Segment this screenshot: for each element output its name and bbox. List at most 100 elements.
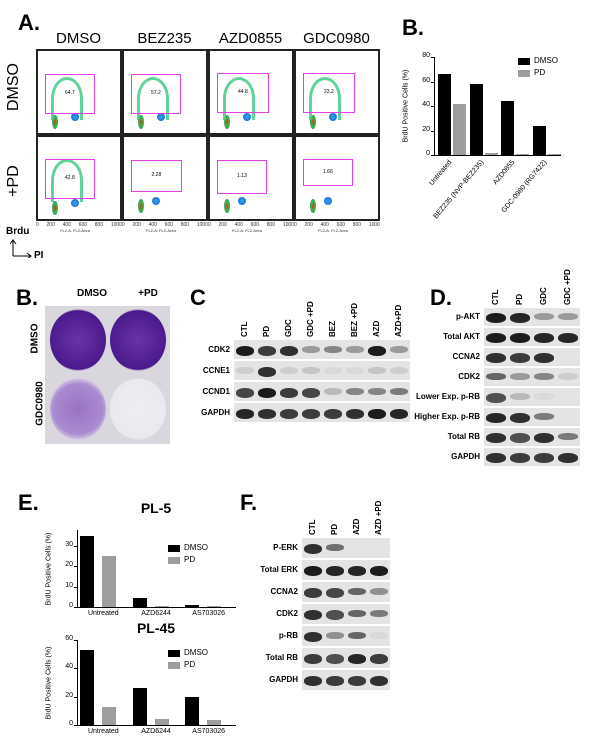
blot-strip-cdk2 — [234, 340, 410, 359]
y-tick-mark — [431, 57, 434, 58]
lane-label-pd: PD — [262, 325, 271, 337]
protein-band — [534, 413, 554, 420]
x-tick-labels: 0 200 400 600 800 1000 — [36, 222, 122, 228]
protein-band — [390, 345, 408, 353]
bar-pd-1 — [154, 606, 169, 607]
protein-band — [486, 333, 506, 343]
x-tick: 1000 — [368, 222, 380, 228]
bar-dmso-1 — [132, 688, 147, 725]
protein-band — [258, 345, 276, 356]
flow-plot-pd-bez235: 2.28 — [122, 135, 208, 221]
cell-population-g2 — [324, 197, 332, 205]
protein-band — [326, 544, 344, 551]
lane-label-gdcpd: GDC +PD — [306, 301, 315, 337]
cell-population-g1 — [224, 199, 230, 213]
y-tick-mark — [431, 106, 434, 107]
panel-c-label: C — [190, 285, 206, 310]
gate-rectangle — [217, 160, 267, 194]
legend-swatch-dmso — [168, 545, 180, 552]
cell-population-g1 — [224, 115, 230, 129]
gate-percentage: 42.8 — [65, 175, 75, 181]
protein-band — [486, 373, 506, 380]
x-tick-labels: 0 200 400 600 800 1000 — [294, 222, 380, 228]
well-gdc-dmso — [50, 378, 106, 440]
protein-band — [368, 345, 386, 356]
protein-band — [304, 676, 322, 686]
protein-band — [346, 345, 364, 353]
x-tick: 600 — [250, 222, 260, 228]
bar-chart-pl5: PL-5 BrdU Positive Cells (%) 0 10 20 30 Untrea… — [40, 500, 240, 617]
bar-dmso-2 — [185, 696, 200, 725]
blot-strip-total-akt — [484, 328, 580, 346]
panel-e-label: E. — [18, 490, 39, 515]
bar-dmso-0 — [438, 74, 451, 155]
blot-strip-p-akt — [484, 308, 580, 326]
cell-population-g1 — [52, 115, 58, 129]
protein-band — [326, 676, 344, 686]
protein-band — [326, 566, 344, 576]
y-tick-label: 60 — [422, 76, 430, 84]
protein-band — [324, 345, 342, 353]
x-tick: 200 — [46, 222, 55, 228]
plot-area — [77, 530, 236, 608]
protein-band — [534, 393, 554, 400]
blot-label-ccne1: CCNE1 — [202, 365, 230, 375]
protein-band — [302, 387, 320, 398]
protein-band — [346, 387, 364, 395]
protein-band — [390, 366, 408, 374]
blot-label-cdk2: CDK2 — [208, 344, 230, 354]
x-tick: 0 — [122, 222, 125, 228]
protein-band — [326, 632, 344, 639]
protein-band — [326, 610, 344, 620]
protein-band — [236, 408, 254, 419]
protein-band — [236, 366, 254, 374]
y-tick-mark — [74, 546, 77, 548]
y-axis-label: BrdU Positive Cells (%) — [45, 532, 53, 605]
x-tick: 600 — [164, 222, 174, 228]
blot-label-cdk2: CDK2 — [458, 372, 480, 381]
blot-strip-ccnd1 — [234, 382, 410, 401]
blot-label-total-rb: Total RB — [265, 653, 298, 662]
protein-band — [368, 387, 386, 395]
y-tick-label: 40 — [65, 663, 73, 671]
cell-population-g1 — [52, 201, 58, 215]
blot-strip-p-erk — [302, 538, 390, 558]
blot-label-p-akt: p-AKT — [456, 312, 480, 321]
cell-population-s-phase — [309, 77, 341, 120]
protein-band — [236, 387, 254, 398]
y-tick-mark — [74, 725, 77, 726]
protein-band — [280, 345, 298, 356]
blot-strip-higher-exp-p-rb — [484, 408, 580, 426]
lane-label-bez: BEZ — [328, 321, 337, 337]
bar-chart-pl45: PL-45 BrdU Positive Cells (%) 0 20 40 60 Untre… — [40, 620, 240, 738]
bar-pd-0 — [102, 706, 116, 725]
y-tick-mark — [74, 640, 77, 641]
cell-population-s-phase — [51, 159, 83, 202]
blot-strip-total-erk — [302, 560, 390, 580]
blot-strip-ccne1 — [234, 361, 410, 380]
x-axis-label: FL2-A: FL2-Area — [60, 228, 90, 233]
protein-band — [486, 453, 506, 463]
x-tick: 400 — [62, 222, 71, 228]
cell-population-g1 — [138, 115, 144, 129]
legend-label-pd: PD — [534, 68, 546, 77]
protein-band — [368, 408, 386, 419]
y-tick-mark — [74, 586, 77, 588]
x-tick: 800 — [180, 222, 190, 228]
protein-band — [370, 632, 388, 639]
x-tick: 1000 — [282, 222, 294, 228]
gate-percentage: 1.13 — [237, 173, 247, 179]
bar-chart-b: BrdU Positive Cells (%) 0 20 40 60 80 Untreate… — [400, 40, 600, 270]
x-category-label: Untreated — [87, 610, 119, 617]
col-header-bez235: BEZ235 — [137, 30, 192, 47]
cell-population-g2 — [152, 197, 160, 205]
y-tick-label: 30 — [65, 541, 73, 549]
y-tick-label: 20 — [65, 561, 73, 569]
cell-population-g2 — [71, 199, 79, 207]
protein-band — [534, 373, 554, 380]
protein-band — [348, 632, 366, 639]
blot-label-total-rb: Total RB — [447, 432, 480, 441]
cell-population-g1 — [310, 199, 316, 213]
bar-pd-3 — [547, 153, 561, 155]
